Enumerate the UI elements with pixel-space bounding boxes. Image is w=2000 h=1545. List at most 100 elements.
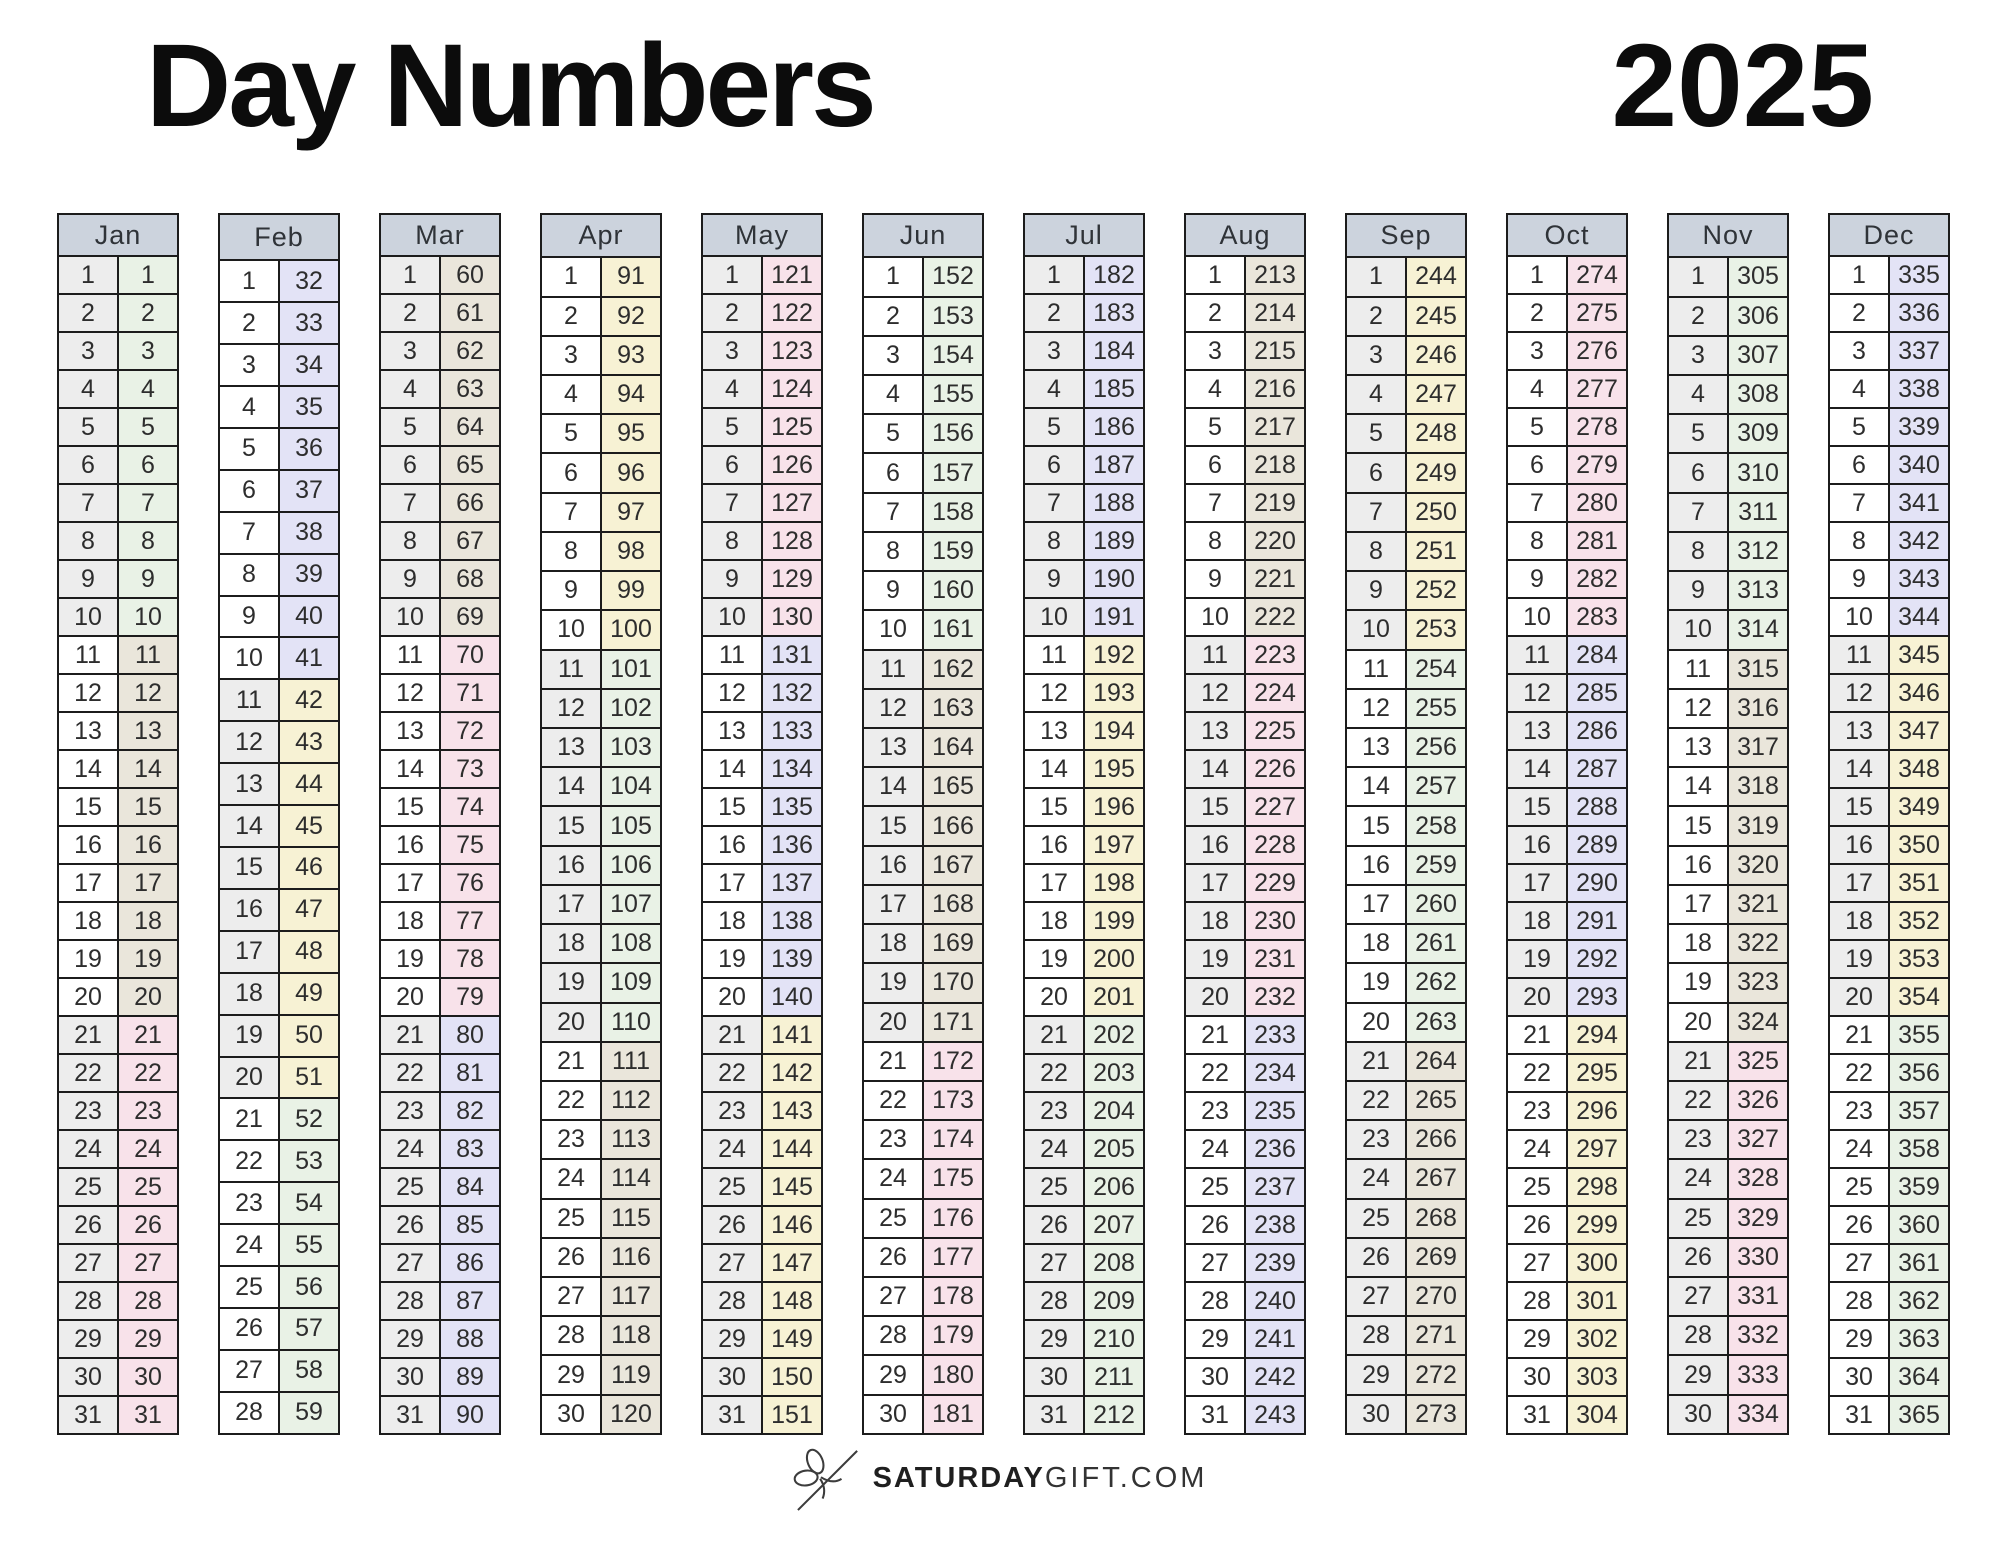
day-of-month-cell: 7 bbox=[379, 483, 441, 523]
day-of-year-cell: 117 bbox=[600, 1276, 662, 1318]
day-of-year-cell: 336 bbox=[1888, 293, 1950, 333]
day-row: 28 87 bbox=[379, 1281, 501, 1321]
day-of-month-cell: 25 bbox=[1667, 1197, 1729, 1239]
day-of-year-cell: 22 bbox=[117, 1053, 179, 1093]
day-row: 8 281 bbox=[1506, 521, 1628, 561]
day-of-year-cell: 16 bbox=[117, 825, 179, 865]
day-of-month-cell: 6 bbox=[1506, 445, 1568, 485]
day-row: 3 246 bbox=[1345, 334, 1467, 377]
day-of-month-cell: 26 bbox=[701, 1205, 763, 1245]
day-of-year-cell: 172 bbox=[922, 1040, 984, 1082]
day-of-month-cell: 4 bbox=[57, 369, 119, 409]
day-of-month-cell: 17 bbox=[540, 883, 602, 926]
day-row: 26 57 bbox=[218, 1306, 340, 1351]
month-table-nov: Nov 1 305 2 306 3 307 4 308 5 309 6 310 7 311 8 312 9 313 1… bbox=[1667, 212, 1789, 1436]
day-of-year-cell: 241 bbox=[1244, 1319, 1306, 1359]
day-of-year-cell: 98 bbox=[600, 530, 662, 573]
day-of-month-cell: 3 bbox=[1345, 334, 1407, 377]
day-row: 27 147 bbox=[701, 1243, 823, 1283]
day-of-year-cell: 157 bbox=[922, 452, 984, 494]
day-of-month-cell: 9 bbox=[540, 570, 602, 612]
day-row: 21 264 bbox=[1345, 1040, 1467, 1082]
day-row: 15 74 bbox=[379, 787, 501, 827]
day-of-month-cell: 12 bbox=[701, 673, 763, 713]
day-of-year-cell: 45 bbox=[278, 804, 340, 849]
gift-bow-icon bbox=[793, 1448, 858, 1511]
day-row: 18 230 bbox=[1184, 901, 1306, 941]
day-of-year-cell: 142 bbox=[761, 1053, 823, 1093]
day-row: 17 76 bbox=[379, 863, 501, 903]
day-row: 24 328 bbox=[1667, 1158, 1789, 1200]
day-of-month-cell: 3 bbox=[1506, 331, 1568, 371]
day-of-month-cell: 8 bbox=[1023, 521, 1085, 561]
day-of-year-cell: 115 bbox=[600, 1197, 662, 1239]
day-of-year-cell: 339 bbox=[1888, 407, 1950, 447]
day-of-year-cell: 259 bbox=[1405, 844, 1467, 886]
day-of-year-cell: 31 bbox=[117, 1395, 179, 1435]
day-of-year-cell: 239 bbox=[1244, 1243, 1306, 1283]
day-of-month-cell: 18 bbox=[1184, 901, 1246, 941]
day-row: 7 158 bbox=[862, 491, 984, 533]
day-row: 17 137 bbox=[701, 863, 823, 903]
day-of-month-cell: 25 bbox=[1506, 1167, 1568, 1207]
day-row: 26 85 bbox=[379, 1205, 501, 1245]
day-of-month-cell: 11 bbox=[862, 648, 924, 690]
day-of-month-cell: 4 bbox=[1184, 369, 1246, 409]
day-of-month-cell: 24 bbox=[1184, 1129, 1246, 1169]
day-of-year-cell: 114 bbox=[600, 1158, 662, 1200]
day-of-month-cell: 28 bbox=[57, 1281, 119, 1321]
day-row: 7 250 bbox=[1345, 491, 1467, 533]
day-row: 1 305 bbox=[1667, 256, 1789, 298]
day-of-year-cell: 282 bbox=[1566, 559, 1628, 599]
day-of-year-cell: 171 bbox=[922, 1001, 984, 1043]
day-of-month-cell: 22 bbox=[1023, 1053, 1085, 1093]
month-header-mar: Mar bbox=[379, 213, 501, 257]
day-of-month-cell: 14 bbox=[862, 766, 924, 808]
day-of-month-cell: 18 bbox=[218, 971, 280, 1016]
day-row: 1 152 bbox=[862, 256, 984, 298]
day-row: 7 127 bbox=[701, 483, 823, 523]
day-row: 5 217 bbox=[1184, 407, 1306, 447]
day-row: 24 83 bbox=[379, 1129, 501, 1169]
day-of-year-cell: 335 bbox=[1888, 255, 1950, 295]
day-row: 5 339 bbox=[1828, 407, 1950, 447]
day-row: 10 161 bbox=[862, 609, 984, 651]
day-of-month-cell: 24 bbox=[1023, 1129, 1085, 1169]
day-of-month-cell: 9 bbox=[57, 559, 119, 599]
day-row: 25 25 bbox=[57, 1167, 179, 1207]
day-row: 9 252 bbox=[1345, 570, 1467, 612]
day-of-year-cell: 299 bbox=[1566, 1205, 1628, 1245]
day-of-month-cell: 23 bbox=[1667, 1119, 1729, 1161]
day-of-month-cell: 15 bbox=[57, 787, 119, 827]
day-row: 2 33 bbox=[218, 301, 340, 346]
day-of-year-cell: 184 bbox=[1083, 331, 1145, 371]
day-of-month-cell: 23 bbox=[218, 1181, 280, 1226]
day-of-month-cell: 25 bbox=[540, 1197, 602, 1239]
day-row: 20 110 bbox=[540, 1001, 662, 1043]
day-row: 12 71 bbox=[379, 673, 501, 713]
day-of-year-cell: 107 bbox=[600, 883, 662, 926]
day-row: 15 15 bbox=[57, 787, 179, 827]
day-of-year-cell: 77 bbox=[439, 901, 501, 941]
day-of-month-cell: 28 bbox=[1828, 1281, 1890, 1321]
day-of-month-cell: 17 bbox=[1506, 863, 1568, 903]
day-of-month-cell: 17 bbox=[218, 929, 280, 974]
day-of-year-cell: 252 bbox=[1405, 570, 1467, 612]
day-of-year-cell: 236 bbox=[1244, 1129, 1306, 1169]
day-of-month-cell: 31 bbox=[1828, 1395, 1890, 1435]
day-row: 15 319 bbox=[1667, 805, 1789, 847]
day-of-year-cell: 334 bbox=[1727, 1393, 1789, 1436]
day-row: 27 86 bbox=[379, 1243, 501, 1283]
day-of-month-cell: 27 bbox=[1506, 1243, 1568, 1283]
day-of-year-cell: 320 bbox=[1727, 844, 1789, 886]
day-row: 6 157 bbox=[862, 452, 984, 494]
day-of-month-cell: 10 bbox=[1023, 597, 1085, 637]
day-row: 28 209 bbox=[1023, 1281, 1145, 1321]
day-of-month-cell: 21 bbox=[701, 1015, 763, 1055]
day-of-month-cell: 20 bbox=[1506, 977, 1568, 1017]
day-of-month-cell: 24 bbox=[1667, 1158, 1729, 1200]
day-of-year-cell: 331 bbox=[1727, 1276, 1789, 1318]
day-of-month-cell: 24 bbox=[379, 1129, 441, 1169]
day-of-month-cell: 29 bbox=[540, 1354, 602, 1396]
